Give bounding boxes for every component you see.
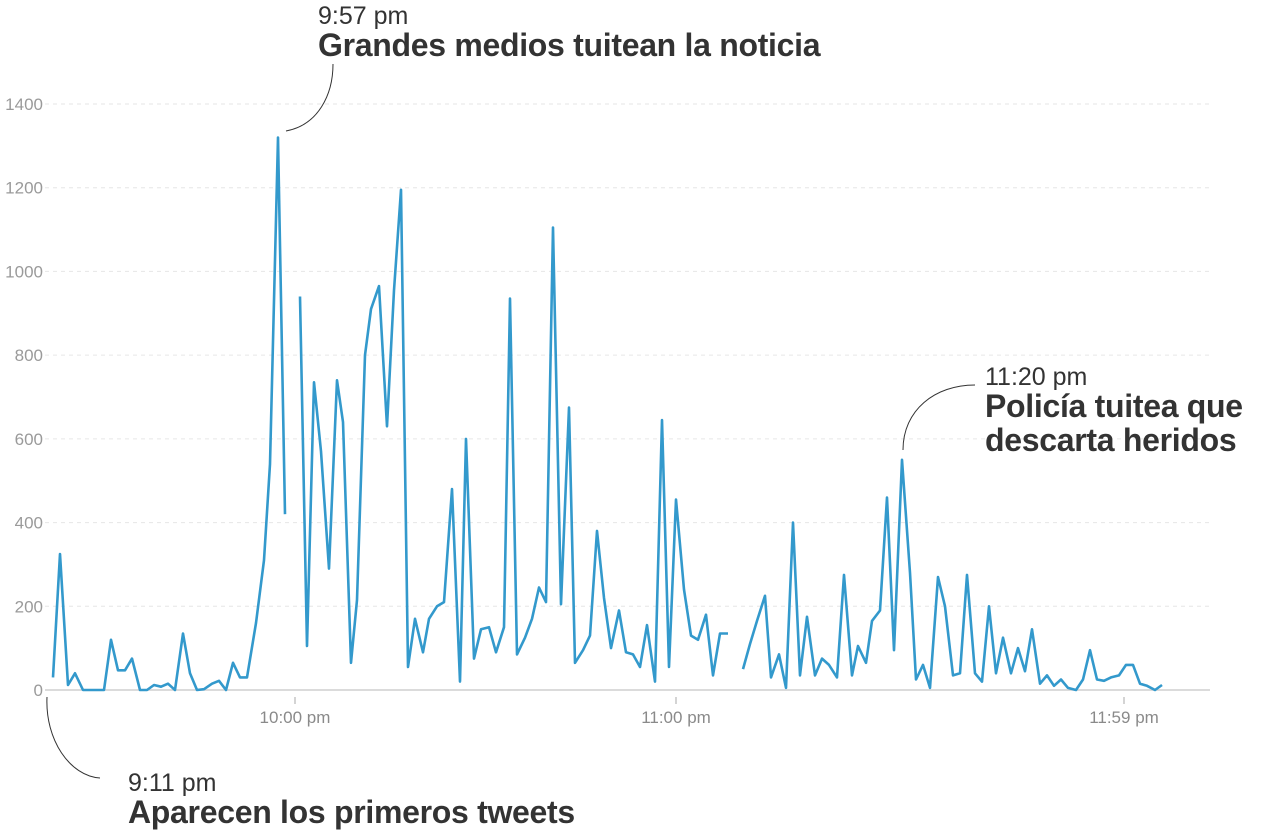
annotation-leader-1120 bbox=[902, 384, 976, 451]
annotation-time: 9:11 pm bbox=[128, 769, 217, 797]
annotation-957: 9:57 pm Grandes medios tuitean la notici… bbox=[318, 2, 821, 63]
x-tick-label: 10:00 pm bbox=[260, 708, 331, 727]
series-segment bbox=[51, 136, 287, 692]
annotation-leader-911 bbox=[46, 696, 101, 779]
annotation-time: 11:20 pm bbox=[985, 363, 1088, 391]
tweets-series-line bbox=[51, 136, 1163, 692]
gridlines bbox=[45, 103, 1210, 607]
annotation-1120: 11:20 pm Policía tuitea que descarta her… bbox=[985, 365, 1243, 457]
x-tick-label: 11:59 pm bbox=[1089, 708, 1159, 727]
y-tick-label: 200 bbox=[15, 597, 43, 616]
y-tick-label: 600 bbox=[15, 430, 43, 449]
y-tick-label: 800 bbox=[15, 346, 43, 365]
y-tick-label: 0 bbox=[34, 681, 43, 700]
x-tick-label: 11:00 pm bbox=[641, 708, 711, 727]
annotation-leader-957 bbox=[285, 63, 334, 132]
series-segment bbox=[298, 188, 728, 683]
annotation-headline-line1: Policía tuitea que bbox=[985, 388, 1243, 424]
x-axis-ticks: 10:00 pm 11:00 pm 11:59 pm bbox=[260, 697, 1159, 727]
annotation-time: 9:57 pm bbox=[318, 2, 409, 30]
y-tick-label: 1400 bbox=[5, 95, 43, 114]
y-axis-ticks: 0 200 400 600 800 1000 1200 1400 bbox=[5, 95, 43, 700]
y-tick-label: 1000 bbox=[5, 262, 43, 281]
y-tick-label: 1200 bbox=[5, 179, 43, 198]
annotation-headline: Grandes medios tuitean la noticia bbox=[318, 27, 821, 63]
y-tick-label: 400 bbox=[15, 514, 43, 533]
annotation-headline-line2: descarta heridos bbox=[985, 421, 1237, 458]
annotation-911: 9:11 pm Aparecen los primeros tweets bbox=[128, 769, 575, 830]
annotation-headline: Aparecen los primeros tweets bbox=[128, 794, 575, 830]
series-segment bbox=[741, 458, 1163, 692]
